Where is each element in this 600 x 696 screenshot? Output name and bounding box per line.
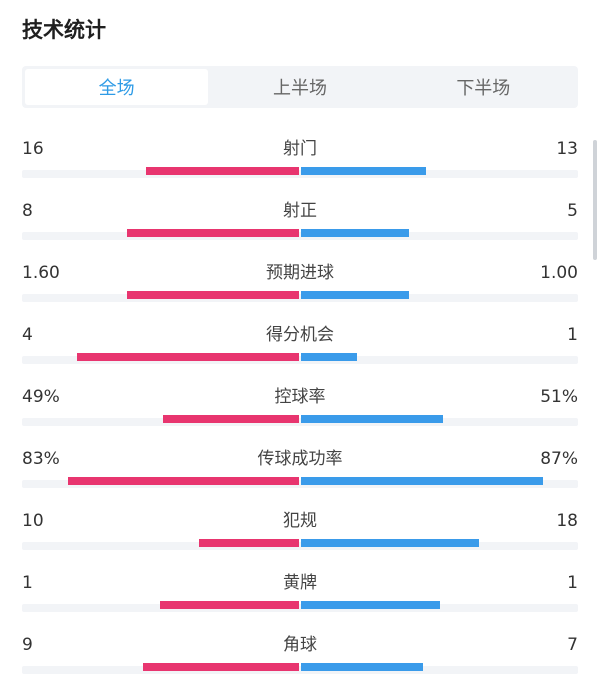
away-bar <box>301 229 409 237</box>
away-bar <box>301 353 357 361</box>
stat-label: 控球率 <box>274 387 326 407</box>
home-value: 10 <box>22 511 44 531</box>
stat-row: 10 犯规 18 <box>0 502 600 564</box>
home-value: 1.60 <box>22 263 60 283</box>
home-value: 1 <box>22 573 33 593</box>
stat-bar-track <box>22 666 578 674</box>
away-bar <box>301 539 479 547</box>
away-value: 87% <box>540 449 578 469</box>
home-bar <box>68 477 299 485</box>
stat-label: 黄牌 <box>283 573 317 593</box>
home-bar <box>143 663 299 671</box>
home-value: 8 <box>22 201 33 221</box>
stat-row: 9 角球 7 <box>0 626 600 688</box>
stat-label: 角球 <box>283 635 317 655</box>
home-value: 9 <box>22 635 33 655</box>
stat-label: 预期进球 <box>266 263 334 283</box>
away-bar <box>301 291 409 299</box>
home-bar <box>127 229 299 237</box>
away-value: 7 <box>567 635 578 655</box>
home-bar <box>127 291 299 299</box>
home-value: 83% <box>22 449 60 469</box>
away-value: 18 <box>556 511 578 531</box>
away-value: 13 <box>556 139 578 159</box>
home-bar <box>160 601 299 609</box>
stat-bar-track <box>22 480 578 488</box>
stat-row: 4 得分机会 1 <box>0 316 600 378</box>
scrollbar[interactable] <box>593 140 597 260</box>
stat-row: 1.60 预期进球 1.00 <box>0 254 600 316</box>
stat-label: 传球成功率 <box>257 449 343 469</box>
stat-label: 犯规 <box>283 511 317 531</box>
stat-row: 8 射正 5 <box>0 192 600 254</box>
stat-row: 83% 传球成功率 87% <box>0 440 600 502</box>
stat-label: 射门 <box>283 139 317 159</box>
stat-bar-track <box>22 170 578 178</box>
stat-label: 射正 <box>283 201 317 221</box>
stat-label: 得分机会 <box>266 325 334 345</box>
stat-row: 49% 控球率 51% <box>0 378 600 440</box>
home-value: 4 <box>22 325 33 345</box>
stat-bar-track <box>22 418 578 426</box>
home-bar <box>77 353 299 361</box>
away-bar <box>301 663 423 671</box>
home-bar <box>163 415 299 423</box>
stat-row: 16 射门 13 <box>0 130 600 192</box>
away-value: 51% <box>540 387 578 407</box>
stat-bar-track <box>22 542 578 550</box>
away-bar <box>301 167 426 175</box>
home-value: 49% <box>22 387 60 407</box>
stat-bar-track <box>22 232 578 240</box>
away-value: 1 <box>567 573 578 593</box>
page-title: 技术统计 <box>22 18 106 42</box>
stat-row: 1 黄牌 1 <box>0 564 600 626</box>
away-bar <box>301 415 443 423</box>
home-value: 16 <box>22 139 44 159</box>
home-bar <box>199 539 299 547</box>
stat-bar-track <box>22 604 578 612</box>
tab-first-half[interactable]: 上半场 <box>272 78 327 99</box>
home-bar <box>146 167 299 175</box>
away-value: 1.00 <box>540 263 578 283</box>
tab-full-match[interactable]: 全场 <box>25 69 209 105</box>
away-value: 5 <box>567 201 578 221</box>
away-bar <box>301 601 440 609</box>
away-bar <box>301 477 543 485</box>
stat-bar-track <box>22 294 578 302</box>
tab-second-half[interactable]: 下半场 <box>456 78 511 99</box>
period-tabs: 全场 上半场 下半场 <box>22 66 578 108</box>
away-value: 1 <box>567 325 578 345</box>
stat-bar-track <box>22 356 578 364</box>
